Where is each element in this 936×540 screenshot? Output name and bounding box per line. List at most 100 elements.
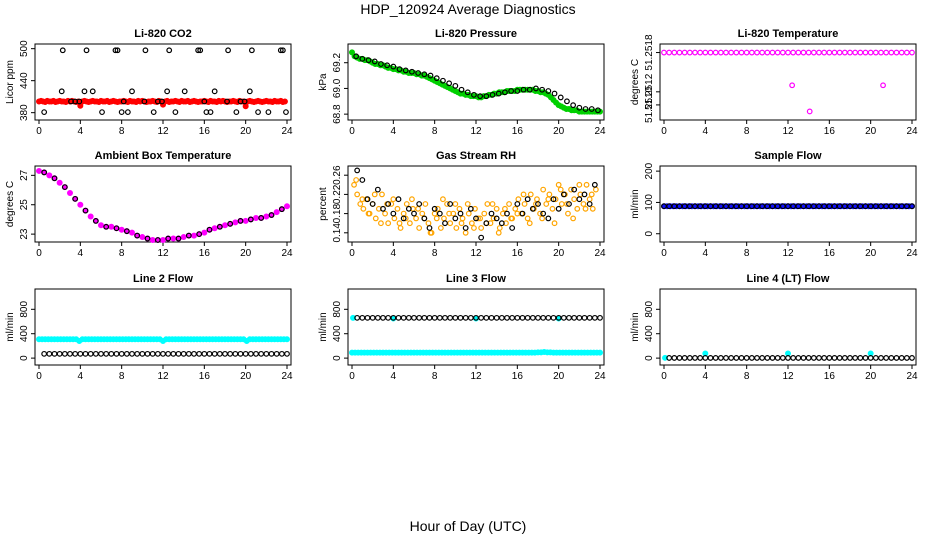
data-point xyxy=(216,223,223,230)
data-point xyxy=(666,49,673,56)
data-point xyxy=(529,205,536,212)
data-point xyxy=(76,98,83,105)
x-tick-label: 16 xyxy=(824,248,836,259)
data-point xyxy=(222,350,228,357)
data-point xyxy=(826,355,833,361)
data-point xyxy=(467,205,474,212)
data-point xyxy=(535,201,541,207)
data-point xyxy=(560,191,567,198)
data-point xyxy=(248,47,255,54)
data-point xyxy=(570,215,577,222)
data-point xyxy=(489,91,496,98)
data-point xyxy=(216,350,223,357)
data-point xyxy=(197,47,204,54)
panel-title: Sample Flow xyxy=(754,150,822,162)
y-tick-label: 500 xyxy=(19,40,30,57)
x-tick-label: 24 xyxy=(594,371,606,382)
data-point xyxy=(72,350,79,357)
data-point xyxy=(390,63,397,70)
x-tick-label: 8 xyxy=(432,371,438,382)
data-point xyxy=(888,355,895,361)
x-tick-label: 20 xyxy=(553,371,565,382)
data-point xyxy=(385,201,392,207)
data-point xyxy=(241,98,248,105)
data-point xyxy=(473,215,479,222)
data-point xyxy=(278,350,285,357)
data-point xyxy=(502,205,508,212)
data-point xyxy=(872,49,879,56)
data-point xyxy=(728,49,735,56)
y-tick-label: 800 xyxy=(644,301,655,318)
data-point xyxy=(545,314,552,321)
data-point xyxy=(551,90,558,97)
data-point xyxy=(164,88,171,95)
x-tick-label: 4 xyxy=(391,126,397,137)
data-point xyxy=(495,229,502,236)
data-point xyxy=(273,350,280,357)
data-point xyxy=(821,355,828,361)
x-tick-label: 16 xyxy=(512,371,524,382)
data-point xyxy=(252,214,259,221)
y-tick-label: 51.2512 xyxy=(644,73,655,110)
data-point xyxy=(409,68,415,75)
data-point xyxy=(909,203,915,210)
data-point xyxy=(351,181,357,188)
data-point xyxy=(568,186,574,193)
x-tick-label: 4 xyxy=(703,126,709,137)
data-point xyxy=(278,206,285,213)
data-point xyxy=(524,314,531,321)
x-axis-label: Hour of Day (UTC) xyxy=(409,518,527,534)
data-point xyxy=(847,355,853,361)
data-point xyxy=(764,355,771,361)
data-point xyxy=(440,196,446,203)
data-point xyxy=(508,88,515,94)
data-point xyxy=(206,226,213,233)
data-point xyxy=(247,216,254,223)
data-point xyxy=(800,355,807,361)
data-point xyxy=(862,355,869,361)
x-tick-label: 16 xyxy=(199,371,211,382)
data-point xyxy=(805,355,812,361)
data-point xyxy=(196,350,203,357)
x-tick-label: 24 xyxy=(281,371,293,382)
series-line-3-continuous xyxy=(348,349,604,356)
data-point xyxy=(883,355,890,361)
data-point xyxy=(512,205,519,212)
y-axis-label: percent xyxy=(318,187,329,221)
data-point xyxy=(453,225,460,231)
data-point xyxy=(191,350,197,357)
data-point xyxy=(87,350,94,357)
data-point xyxy=(888,49,895,56)
data-point xyxy=(800,49,807,56)
data-point xyxy=(380,205,386,212)
x-tick-label: 8 xyxy=(432,248,438,259)
panel-rh: Gas Stream RH 0 4 8 12 16 20 24 0.140.180.220.26… xyxy=(318,150,606,259)
data-point xyxy=(671,355,678,361)
data-point xyxy=(113,225,120,232)
data-point xyxy=(190,232,197,239)
data-point xyxy=(61,184,68,191)
data-point xyxy=(411,314,417,321)
data-point xyxy=(581,191,588,198)
x-tick-label: 20 xyxy=(865,248,877,259)
data-point xyxy=(483,93,490,100)
y-tick-label: 0 xyxy=(19,355,30,361)
data-point xyxy=(841,355,848,361)
data-point xyxy=(422,201,429,207)
data-point xyxy=(360,205,367,212)
data-point xyxy=(504,210,510,217)
data-point xyxy=(504,314,510,321)
data-point xyxy=(464,201,471,207)
data-point xyxy=(498,220,505,227)
data-point xyxy=(441,215,447,222)
data-point xyxy=(686,355,693,361)
data-point xyxy=(246,88,253,95)
data-point xyxy=(232,350,239,357)
data-point xyxy=(87,213,94,220)
data-point xyxy=(416,314,423,321)
x-tick-label: 4 xyxy=(703,248,709,259)
panel-pressure: Li-820 Pressure 0 4 8 12 16 20 24 68.8 69.0 69.2kP… xyxy=(318,28,606,137)
panel-title: Gas Stream RH xyxy=(436,150,516,162)
